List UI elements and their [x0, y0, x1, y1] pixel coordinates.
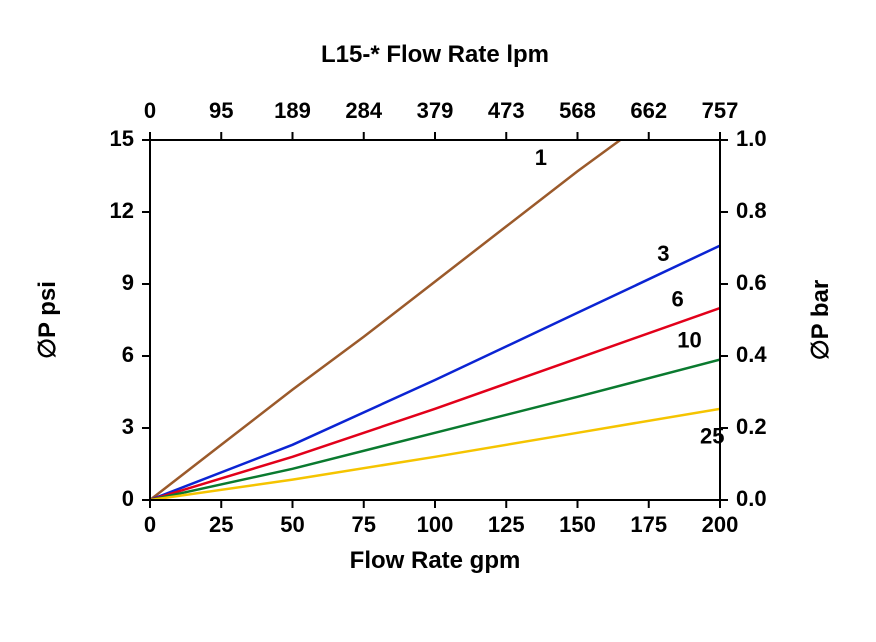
series-label-10: 10: [677, 327, 701, 352]
chart-bg: [0, 0, 876, 642]
x-top-tick-label: 757: [702, 98, 739, 123]
x-bottom-tick-label: 150: [559, 512, 596, 537]
x-top-tick-label: 95: [209, 98, 233, 123]
y-right-tick-label: 0.4: [736, 342, 767, 367]
x-top-tick-label: 379: [417, 98, 454, 123]
series-label-3: 3: [657, 241, 669, 266]
chart-svg: 13610250255075100125150175200Flow Rate g…: [0, 0, 876, 642]
y-left-tick-label: 0: [122, 486, 134, 511]
y-left-title: ∅P psi: [34, 281, 61, 359]
x-bottom-tick-label: 25: [209, 512, 233, 537]
flow-rate-chart: 13610250255075100125150175200Flow Rate g…: [0, 0, 876, 642]
y-right-tick-label: 0.6: [736, 270, 767, 295]
y-left-tick-label: 15: [110, 126, 134, 151]
y-right-tick-label: 0.0: [736, 486, 767, 511]
x-top-tick-label: 284: [345, 98, 382, 123]
x-bottom-tick-label: 175: [630, 512, 667, 537]
x-top-tick-label: 568: [559, 98, 596, 123]
x-bottom-tick-label: 50: [280, 512, 304, 537]
x-top-tick-label: 473: [488, 98, 525, 123]
y-left-tick-label: 9: [122, 270, 134, 295]
y-right-tick-label: 0.2: [736, 414, 767, 439]
x-bottom-tick-label: 100: [417, 512, 454, 537]
x-bottom-tick-label: 0: [144, 512, 156, 537]
y-right-tick-label: 0.8: [736, 198, 767, 223]
x-top-title: L15-* Flow Rate lpm: [321, 41, 549, 68]
y-right-tick-label: 1.0: [736, 126, 767, 151]
y-left-tick-label: 3: [122, 414, 134, 439]
y-left-tick-label: 6: [122, 342, 134, 367]
x-top-tick-label: 0: [144, 98, 156, 123]
x-bottom-tick-label: 125: [488, 512, 525, 537]
series-label-6: 6: [672, 287, 684, 312]
y-left-tick-label: 12: [110, 198, 134, 223]
y-right-title: ∅P bar: [807, 280, 834, 361]
x-top-tick-label: 189: [274, 98, 311, 123]
x-bottom-title: Flow Rate gpm: [350, 547, 521, 574]
x-top-tick-label: 662: [630, 98, 667, 123]
series-label-1: 1: [535, 145, 547, 170]
x-bottom-tick-label: 75: [352, 512, 376, 537]
x-bottom-tick-label: 200: [702, 512, 739, 537]
